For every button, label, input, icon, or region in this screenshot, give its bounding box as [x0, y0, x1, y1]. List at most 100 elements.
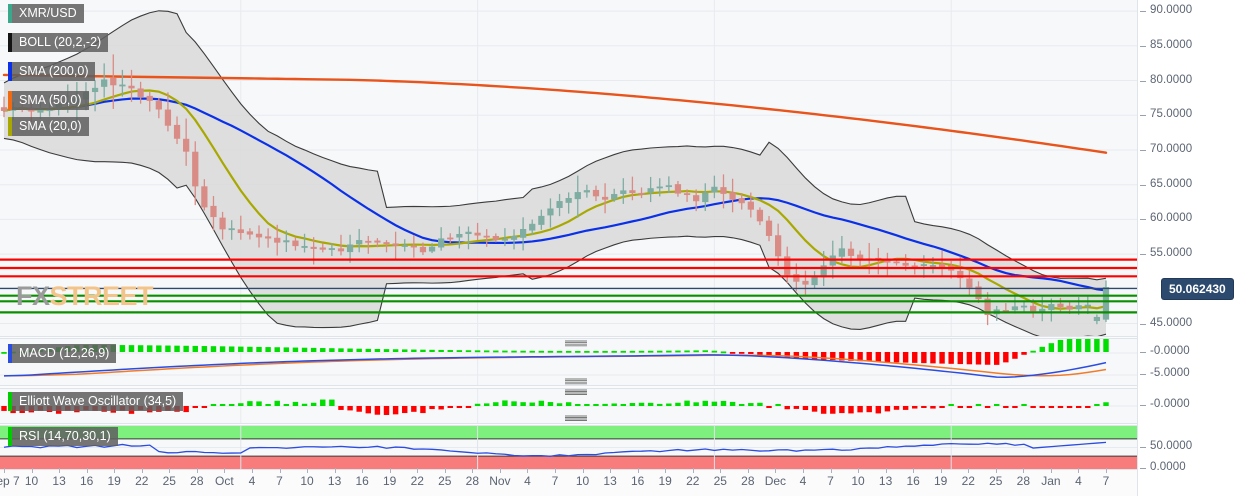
x-axis-label: 4	[1075, 474, 1082, 488]
x-axis-tick	[913, 468, 915, 473]
y-axis-tick	[1140, 323, 1146, 325]
x-axis-tick	[169, 468, 171, 473]
x-axis-label: 25	[713, 474, 727, 488]
x-axis-tick	[555, 468, 556, 473]
legend-item-rsi[interactable]: RSI (14,70,30,1)	[8, 427, 118, 446]
x-axis-label: 7	[827, 474, 834, 488]
rsi-panel	[0, 425, 1137, 470]
x-axis-label: 19	[934, 474, 948, 488]
x-axis-tick	[1023, 468, 1025, 473]
x-axis-tick	[1106, 468, 1107, 473]
watermark-fx: FX	[16, 281, 50, 311]
y-axis-tick	[1140, 219, 1146, 221]
legend-item-macd[interactable]: MACD (12,26,9)	[8, 344, 117, 363]
legend-item-3[interactable]: SMA (50,0)	[8, 91, 89, 110]
x-axis-label: 4	[799, 474, 807, 488]
x-axis-tick	[196, 468, 198, 473]
legend-label: Elliott Wave Oscillator (34,5)	[12, 392, 184, 411]
x-axis-label: 25	[438, 474, 452, 488]
price-panel	[0, 0, 1137, 337]
x-axis-tick	[31, 468, 33, 473]
x-axis-label: 25	[989, 474, 1003, 488]
x-axis-label: Sep 7	[0, 474, 20, 488]
x-axis-label: 16	[906, 474, 920, 488]
x-axis-tick	[389, 468, 391, 473]
x-axis-label: 22	[410, 474, 424, 488]
macd-axis-label: -5.0000	[1150, 367, 1190, 379]
macd-plot-area	[0, 339, 1137, 385]
legend-color-swatch	[8, 4, 12, 23]
x-axis-label: 28	[190, 474, 204, 488]
x-axis-label: 28	[1016, 474, 1031, 488]
x-axis-label: 10	[300, 474, 314, 488]
x-axis-tick	[1078, 468, 1080, 473]
x-axis-label: 7	[1102, 474, 1110, 488]
macd-axis-label: -0.0000	[1150, 345, 1190, 357]
x-axis-tick	[4, 468, 5, 473]
price-axis-label: 60.0000	[1150, 212, 1193, 225]
x-axis-tick	[775, 468, 777, 473]
legend-color-swatch	[8, 62, 12, 81]
y-axis-tick	[1140, 405, 1146, 406]
x-axis-tick	[858, 468, 860, 473]
legend-color-swatch	[8, 344, 12, 363]
x-axis-label: 22	[686, 474, 700, 488]
watermark-street: STREET	[49, 281, 154, 311]
y-axis-tick	[1140, 352, 1146, 353]
y-axis-tick	[1140, 115, 1146, 117]
x-axis-tick	[720, 468, 722, 473]
legend-label: XMR/USD	[12, 4, 84, 23]
price-axis-label: 55.0000	[1150, 247, 1193, 260]
x-axis-tick	[692, 468, 694, 473]
y-axis-tick	[1140, 45, 1146, 47]
x-axis-label: Nov	[489, 474, 511, 488]
x-axis-label: 19	[383, 474, 397, 488]
x-axis-tick	[86, 468, 88, 473]
x-axis-label: 10	[575, 474, 590, 488]
legend-item-2[interactable]: SMA (200,0)	[8, 62, 96, 81]
x-axis-tick	[885, 468, 887, 473]
legend-color-swatch	[8, 427, 12, 446]
x-axis-tick	[830, 468, 832, 473]
x-axis-tick	[499, 468, 501, 473]
x-axis-label: 4	[248, 474, 256, 488]
fxstreet-watermark: FXSTREET	[16, 281, 154, 312]
x-axis-label: 22	[961, 474, 975, 488]
price-axis-label: 65.0000	[1150, 177, 1193, 190]
x-axis-tick	[417, 468, 419, 473]
x-axis-label: 13	[603, 474, 617, 488]
legend-item-4[interactable]: SMA (20,0)	[8, 117, 89, 136]
x-axis-label: Jan	[1041, 474, 1061, 488]
x-axis-label: Oct	[215, 474, 234, 488]
x-axis-tick	[968, 468, 970, 473]
price-axis-label: 70.0000	[1150, 142, 1193, 155]
x-axis-tick	[665, 468, 667, 473]
price-axis-label: 80.0000	[1150, 73, 1193, 86]
x-axis-tick	[527, 468, 529, 473]
ewo-axis-label: -0.0000	[1150, 398, 1190, 410]
x-axis-tick	[610, 468, 612, 473]
y-axis-tick	[1140, 468, 1146, 469]
y-axis-tick	[1140, 446, 1146, 448]
x-axis-tick	[1050, 468, 1052, 473]
legend-label: BOLL (20,2,-2)	[12, 33, 109, 52]
legend-item-1[interactable]: BOLL (20,2,-2)	[8, 33, 109, 52]
x-axis-tick	[251, 468, 253, 473]
price-axis-label: 45.0000	[1150, 316, 1193, 329]
ewo-panel	[0, 388, 1137, 424]
x-axis-label: 13	[52, 474, 66, 488]
x-axis-label: 7	[276, 474, 283, 488]
axis-separator	[1137, 0, 1138, 496]
x-axis-tick	[224, 468, 226, 473]
legend-item-0[interactable]: XMR/USD	[8, 4, 84, 23]
legend-label: MACD (12,26,9)	[12, 344, 117, 363]
legend-label: SMA (200,0)	[12, 62, 96, 81]
x-axis-label: 4	[524, 474, 531, 488]
legend-item-ewo[interactable]: Elliott Wave Oscillator (34,5)	[8, 392, 184, 411]
y-axis-tick	[1140, 80, 1146, 82]
y-axis-tick	[1140, 149, 1146, 151]
x-axis-tick	[940, 468, 942, 473]
x-axis-tick	[802, 468, 804, 473]
macd-panel	[0, 338, 1137, 386]
last-price-badge: 50.062430	[1161, 279, 1233, 300]
